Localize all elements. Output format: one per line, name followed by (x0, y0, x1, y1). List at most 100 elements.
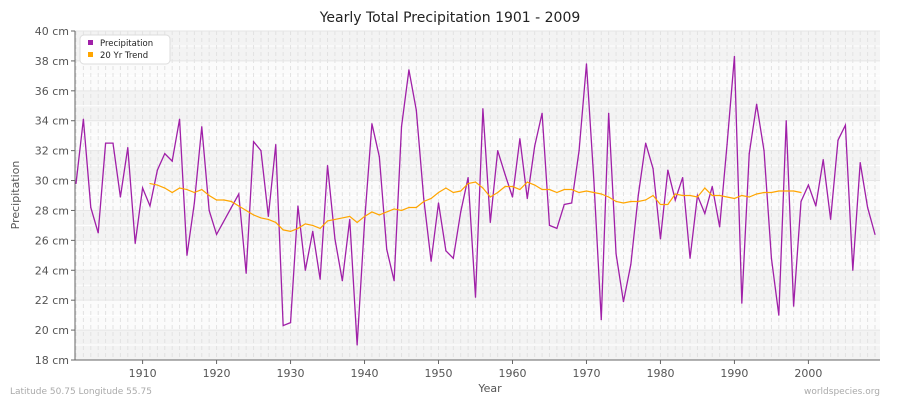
trend-point (356, 221, 358, 224)
precipitation-point (837, 139, 839, 141)
precipitation-point (97, 232, 99, 234)
trend-point (682, 194, 684, 197)
precipitation-point (548, 224, 551, 227)
precipitation-point (674, 199, 676, 201)
trend-point (371, 211, 373, 213)
trend-point (800, 191, 802, 194)
precipitation-point (593, 179, 595, 182)
precipitation-point (511, 196, 514, 198)
x-axis-label: Year (477, 382, 502, 395)
precipitation-point (393, 280, 395, 282)
precipitation-point (763, 150, 765, 152)
precipitation-point (807, 184, 810, 186)
trend-point (156, 184, 158, 186)
precipitation-point (312, 230, 314, 232)
trend-point (423, 200, 425, 203)
precipitation-point (770, 257, 773, 259)
precipitation-point (156, 169, 158, 171)
trend-point (563, 188, 565, 191)
trend-point (526, 181, 528, 183)
precipitation-point (141, 187, 144, 189)
trend-point (541, 188, 543, 191)
legend: Precipitation 20 Yr Trend (79, 34, 171, 65)
y-tick-label: 24 cm (35, 264, 69, 277)
precipitation-point (460, 211, 462, 213)
y-tick-label: 32 cm (35, 145, 69, 158)
trend-point (659, 203, 662, 206)
precipitation-point (578, 150, 580, 152)
legend-swatch-trend (88, 52, 93, 57)
precipitation-point (82, 118, 84, 120)
precipitation-point (822, 159, 824, 161)
precipitation-point (356, 344, 358, 346)
trend-point (400, 209, 403, 212)
trend-point (785, 190, 787, 192)
location-label: Latitude 50.75 Longitude 55.75 (10, 387, 152, 397)
x-tick-label: 1910 (129, 367, 157, 380)
precipitation-point (193, 202, 195, 204)
precipitation-point (363, 221, 366, 224)
site-link[interactable]: worldspecies.org (804, 387, 880, 397)
chart-title: Yearly Total Precipitation 1901 - 2009 (319, 10, 581, 26)
trend-point (608, 196, 610, 198)
precipitation-point (748, 153, 750, 155)
trend-point (578, 191, 580, 194)
legend-swatch-precipitation (88, 40, 93, 45)
precipitation-point (630, 263, 632, 265)
precipitation-point (260, 150, 262, 152)
trend-point (460, 190, 462, 192)
trend-point (504, 185, 506, 188)
precipitation-point (563, 203, 565, 206)
precipitation-point (571, 202, 573, 204)
trend-point (696, 196, 699, 198)
trend-point (452, 191, 454, 194)
precipitation-point (719, 226, 721, 228)
trend-point (593, 191, 595, 194)
trend-point (289, 230, 292, 232)
precipitation-point (474, 296, 477, 298)
trend-point (260, 217, 262, 219)
trend-point (267, 218, 269, 221)
precipitation-point (341, 280, 343, 282)
precipitation-point (289, 322, 292, 324)
precipitation-point (223, 220, 225, 222)
precipitation-point (415, 109, 417, 111)
trend-point (585, 190, 588, 192)
precipitation-point (201, 126, 203, 128)
precipitation-point (445, 250, 447, 252)
trend-point (630, 200, 632, 203)
precipitation-point (319, 278, 321, 280)
x-tick-label: 1930 (277, 367, 305, 380)
precipitation-point (437, 202, 440, 204)
precipitation-point (238, 193, 240, 195)
precipitation-point (178, 118, 181, 120)
trend-point (171, 191, 173, 194)
trend-point (230, 200, 232, 203)
trend-point (667, 203, 669, 206)
trend-point (186, 188, 188, 191)
trend-point (519, 188, 521, 191)
y-tick-label: 22 cm (35, 294, 69, 307)
precipitation-point (90, 206, 92, 209)
precipitation-point (622, 301, 625, 303)
precipitation-point (689, 257, 691, 259)
trend-point (326, 220, 329, 222)
y-tick-label: 38 cm (35, 55, 69, 68)
precipitation-point (659, 238, 662, 240)
trend-point (748, 196, 750, 198)
trend-point (430, 197, 432, 200)
trend-point (489, 196, 491, 198)
trend-point (245, 209, 247, 212)
y-axis-label: Precipitation (9, 161, 22, 230)
precipitation-point (267, 215, 269, 218)
precipitation-point (800, 200, 802, 203)
precipitation-point (756, 103, 758, 105)
trend-point (548, 188, 551, 191)
trend-point (341, 217, 343, 219)
trend-point (408, 206, 410, 209)
precipitation-point (75, 182, 77, 185)
trend-point (600, 193, 602, 195)
trend-point (334, 218, 336, 221)
precipitation-point (682, 176, 684, 179)
